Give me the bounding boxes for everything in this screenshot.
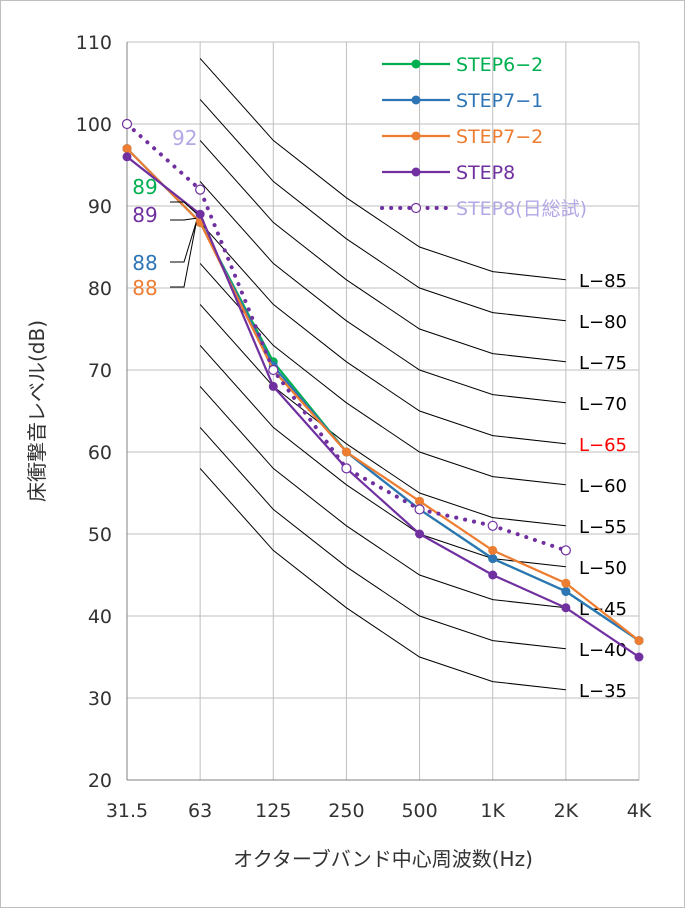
y-tick-label: 90 <box>88 196 112 218</box>
reference-curve <box>199 181 566 404</box>
series-line <box>126 155 640 658</box>
legend-label: STEP6−2 <box>456 54 543 76</box>
reference-curve-label: L−55 <box>579 517 627 538</box>
data-point <box>488 570 498 580</box>
reference-curve-label: L−40 <box>579 640 627 661</box>
annotation-leader <box>170 217 197 221</box>
reference-curve <box>199 58 566 281</box>
legend-label: STEP7−2 <box>456 126 543 148</box>
data-point <box>195 184 206 195</box>
x-tick-label: 31.5 <box>106 800 148 822</box>
reference-curve-label: L−70 <box>579 394 627 415</box>
data-point <box>195 209 205 219</box>
data-point <box>487 520 498 531</box>
annotation-leader <box>170 201 197 214</box>
series-line <box>126 147 640 642</box>
annotation-label: 89 <box>132 175 157 199</box>
annotation-label: 92 <box>172 126 197 150</box>
reference-curve <box>199 427 566 650</box>
data-point <box>488 554 498 564</box>
legend-label: STEP7−1 <box>456 90 543 112</box>
legend-label: STEP8 <box>456 162 515 184</box>
reference-curve-label: L−85 <box>579 271 627 292</box>
x-tick-label: 2K <box>554 800 579 822</box>
legend-marker <box>411 95 421 105</box>
y-tick-label: 40 <box>88 606 112 628</box>
reference-curve <box>199 345 566 568</box>
x-tick-label: 4K <box>627 800 652 822</box>
y-tick-label: 70 <box>88 360 112 382</box>
reference-curve-label: L−60 <box>579 476 627 497</box>
data-point <box>488 545 498 555</box>
data-point <box>561 603 571 613</box>
annotation-leader <box>170 223 197 288</box>
data-point <box>560 545 571 556</box>
data-point <box>268 381 278 391</box>
data-point <box>415 529 425 539</box>
annotation-label: 89 <box>132 203 157 227</box>
y-tick-label: 20 <box>88 770 112 792</box>
legend-marker <box>411 167 421 177</box>
data-point <box>121 118 133 130</box>
reference-curve <box>199 222 566 445</box>
x-tick-label: 125 <box>255 800 291 822</box>
reference-curve-label: L−80 <box>579 312 627 333</box>
x-tick-label: 63 <box>188 800 212 822</box>
reference-curve-label: L−75 <box>579 353 627 374</box>
data-point <box>561 578 571 588</box>
legend-marker <box>411 59 421 69</box>
reference-curve <box>199 263 566 486</box>
y-tick-label: 50 <box>88 524 112 546</box>
legend-marker <box>410 202 422 214</box>
reference-curve-label: L−35 <box>579 681 627 702</box>
x-tick-label: 1K <box>480 800 505 822</box>
reference-curve <box>199 99 566 322</box>
data-point <box>122 144 132 154</box>
data-point <box>341 463 352 474</box>
x-tick-label: 250 <box>328 800 364 822</box>
data-point <box>268 364 279 376</box>
data-series <box>121 118 644 662</box>
reference-curve-label: L−50 <box>579 558 627 579</box>
annotation-label: 88 <box>132 276 157 300</box>
y-tick-label: 60 <box>88 442 112 464</box>
y-tick-label: 30 <box>88 688 112 710</box>
data-point <box>634 636 644 646</box>
annotation-leader <box>170 222 197 263</box>
data-point <box>634 652 644 662</box>
x-tick-label: 500 <box>401 800 437 822</box>
y-axis-title: 床衝撃音レベル(dB) <box>25 320 49 502</box>
y-tick-label: 110 <box>76 32 112 54</box>
legend-marker <box>411 131 421 141</box>
legend: STEP6−2 STEP7−1 STEP7−2 STEP8 STEP8(日総試) <box>380 54 587 220</box>
data-point <box>341 447 351 457</box>
data-point <box>122 152 132 162</box>
reference-curve <box>199 468 566 691</box>
reference-curve-label: L−65 <box>579 435 627 456</box>
y-tick-label: 80 <box>88 278 112 300</box>
data-point <box>561 586 571 596</box>
reference-curve <box>199 304 566 527</box>
reference-curve <box>199 140 566 363</box>
legend-label: STEP8(日総試) <box>456 198 587 220</box>
reference-curve <box>199 386 566 609</box>
y-tick-label: 100 <box>76 114 112 136</box>
data-point <box>415 496 425 506</box>
reference-curves: L−85L−80L−75L−70L−65L−60L−55L−50L−45L−40… <box>199 58 627 702</box>
data-point <box>414 504 425 515</box>
x-axis-title: オクターブバンド中心周波数(Hz) <box>233 847 533 871</box>
annotation-label: 88 <box>132 251 157 275</box>
